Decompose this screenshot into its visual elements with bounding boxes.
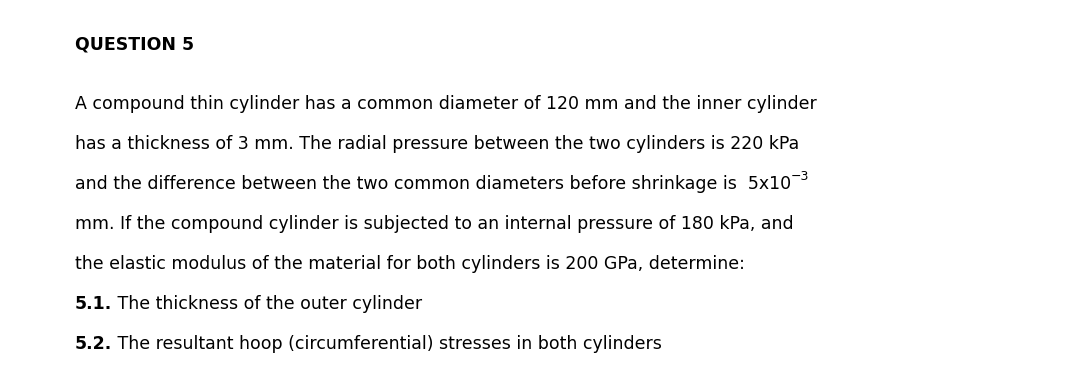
Text: QUESTION 5: QUESTION 5 [75, 35, 194, 53]
Text: and the difference between the two common diameters before shrinkage is  5x10: and the difference between the two commo… [75, 175, 792, 193]
Text: 5.1.: 5.1. [75, 295, 112, 313]
Text: The thickness of the outer cylinder: The thickness of the outer cylinder [112, 295, 422, 313]
Text: 5.2.: 5.2. [75, 335, 112, 353]
Text: mm. If the compound cylinder is subjected to an internal pressure of 180 kPa, an: mm. If the compound cylinder is subjecte… [75, 215, 794, 233]
Text: has a thickness of 3 mm. The radial pressure between the two cylinders is 220 kP: has a thickness of 3 mm. The radial pres… [75, 135, 799, 153]
Text: A compound thin cylinder has a common diameter of 120 mm and the inner cylinder: A compound thin cylinder has a common di… [75, 95, 816, 113]
Text: −3: −3 [792, 170, 810, 183]
Text: The resultant hoop (circumferential) stresses in both cylinders: The resultant hoop (circumferential) str… [112, 335, 662, 353]
Text: the elastic modulus of the material for both cylinders is 200 GPa, determine:: the elastic modulus of the material for … [75, 255, 745, 273]
